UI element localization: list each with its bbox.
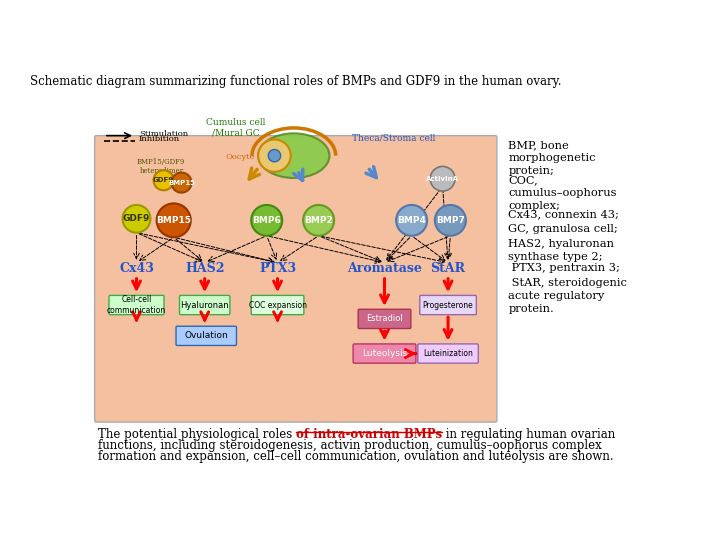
Text: Inhibition: Inhibition: [139, 136, 180, 144]
FancyBboxPatch shape: [358, 309, 411, 328]
Text: Cx43: Cx43: [119, 262, 154, 275]
FancyBboxPatch shape: [353, 344, 416, 363]
FancyBboxPatch shape: [179, 295, 230, 315]
FancyBboxPatch shape: [420, 295, 477, 315]
Text: Cell-cell
communication: Cell-cell communication: [107, 295, 166, 315]
Text: Ovulation: Ovulation: [184, 332, 228, 340]
Ellipse shape: [258, 133, 330, 178]
Text: StAR: StAR: [431, 262, 466, 275]
Text: HAS2, hyaluronan
synthase type 2;: HAS2, hyaluronan synthase type 2;: [508, 239, 614, 261]
Circle shape: [435, 205, 466, 236]
Circle shape: [396, 205, 427, 236]
Text: COC expansion: COC expansion: [248, 301, 307, 309]
Circle shape: [269, 150, 281, 162]
Text: StAR, steroidogenic
acute regulatory
protein.: StAR, steroidogenic acute regulatory pro…: [508, 278, 627, 314]
Text: BMP6: BMP6: [252, 216, 281, 225]
Text: GDF9: GDF9: [153, 177, 174, 183]
FancyBboxPatch shape: [109, 295, 164, 315]
Text: BMP15: BMP15: [168, 180, 195, 186]
Text: Estradiol: Estradiol: [366, 314, 403, 323]
Text: BMP, bone
morphogenetic
protein;: BMP, bone morphogenetic protein;: [508, 140, 596, 176]
Text: Aromatase: Aromatase: [347, 262, 422, 275]
Text: functions, including steroidogenesis, activin production, cumulus–oophorus compl: functions, including steroidogenesis, ac…: [98, 439, 601, 452]
FancyBboxPatch shape: [94, 136, 497, 422]
Text: Cx43, connexin 43;: Cx43, connexin 43;: [508, 210, 619, 220]
Circle shape: [258, 139, 291, 172]
FancyBboxPatch shape: [251, 295, 304, 315]
Text: PTX3, pentraxin 3;: PTX3, pentraxin 3;: [508, 264, 621, 273]
Text: Schematic diagram summarizing functional roles of BMPs and GDF9 in the human ova: Schematic diagram summarizing functional…: [30, 75, 561, 88]
Text: BMP15: BMP15: [156, 216, 192, 225]
Text: COC,
cumulus–oophorus
complex;: COC, cumulus–oophorus complex;: [508, 175, 617, 211]
Text: Oocyte: Oocyte: [225, 153, 255, 161]
Text: HAS2: HAS2: [185, 262, 225, 275]
Text: BMP15/GDF9
heterodimer: BMP15/GDF9 heterodimer: [137, 158, 186, 175]
FancyBboxPatch shape: [418, 344, 478, 363]
Text: BMP4: BMP4: [397, 216, 426, 225]
Text: Luteinization: Luteinization: [423, 349, 473, 358]
Text: GC, granulosa cell;: GC, granulosa cell;: [508, 224, 618, 234]
Text: Progesterone: Progesterone: [423, 301, 474, 309]
Circle shape: [251, 205, 282, 236]
Text: in regulating human ovarian: in regulating human ovarian: [442, 428, 615, 441]
Circle shape: [303, 205, 334, 236]
FancyBboxPatch shape: [176, 326, 236, 346]
Circle shape: [171, 173, 192, 193]
Text: The potential physiological roles: The potential physiological roles: [98, 428, 296, 441]
Text: formation and expansion, cell–cell communication, ovulation and luteolysis are s: formation and expansion, cell–cell commu…: [98, 450, 613, 463]
Text: Cumulus cell
/Mural GC: Cumulus cell /Mural GC: [206, 118, 266, 138]
Text: PTX3: PTX3: [259, 262, 296, 275]
Text: Luteolysis: Luteolysis: [362, 349, 407, 358]
Text: Stimulation: Stimulation: [139, 130, 188, 138]
Text: Theca/Stroma cell: Theca/Stroma cell: [352, 133, 436, 143]
Circle shape: [122, 205, 150, 233]
Text: ActivinA: ActivinA: [426, 176, 459, 182]
Text: BMP2: BMP2: [305, 216, 333, 225]
Text: of intra-ovarian BMPs: of intra-ovarian BMPs: [296, 428, 442, 441]
Circle shape: [157, 204, 191, 237]
Text: GDF9: GDF9: [123, 214, 150, 224]
Circle shape: [431, 166, 455, 191]
Text: Hyaluronan: Hyaluronan: [181, 301, 229, 309]
Text: BMP7: BMP7: [436, 216, 465, 225]
Circle shape: [153, 170, 174, 190]
